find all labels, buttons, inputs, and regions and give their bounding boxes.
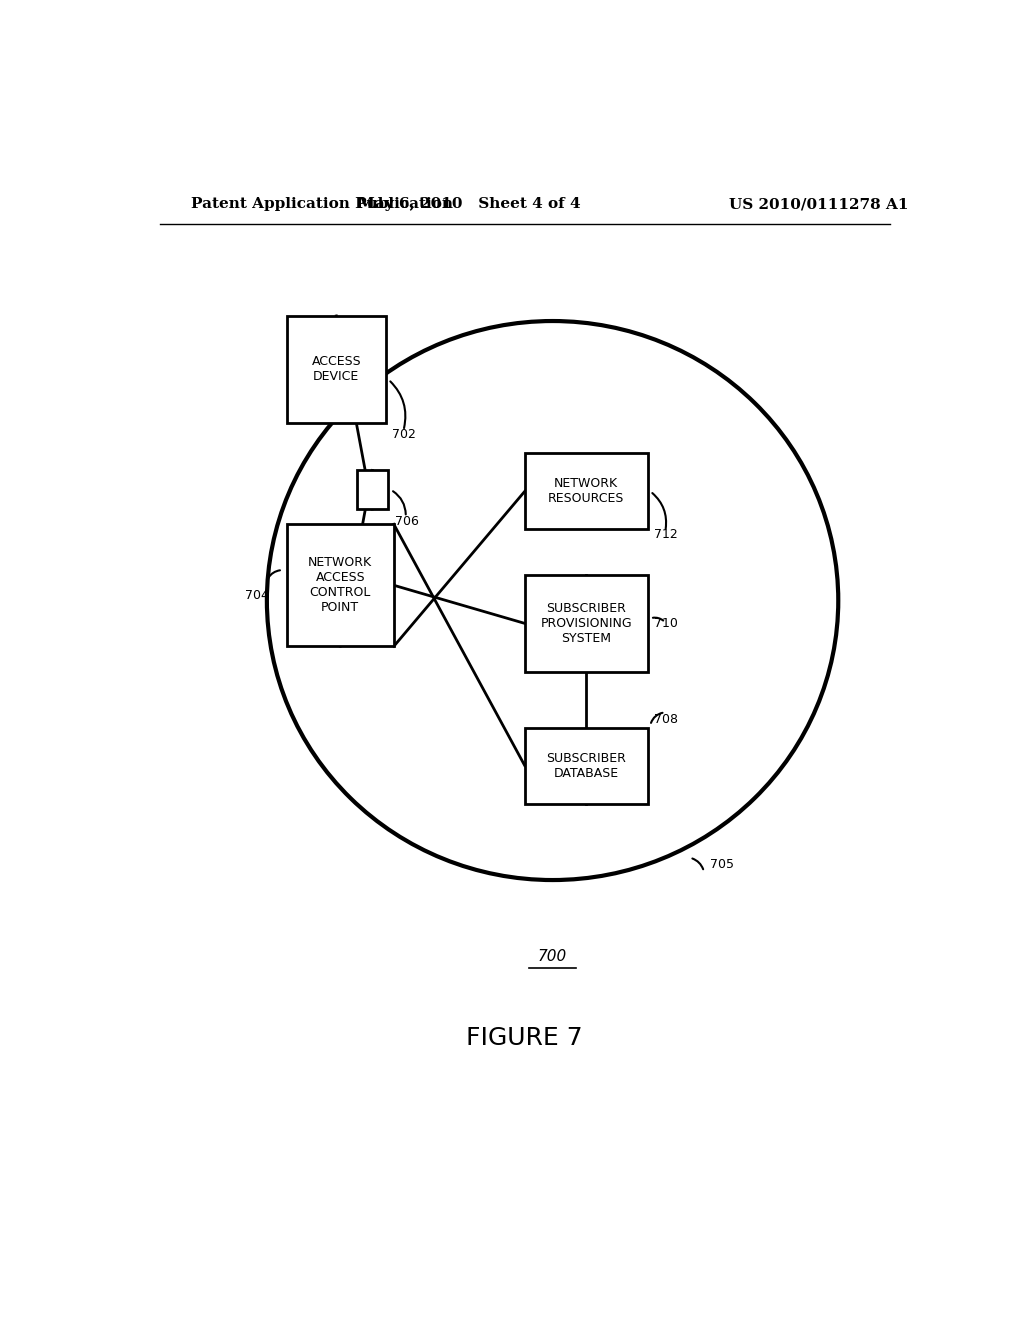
FancyBboxPatch shape [524, 727, 648, 804]
FancyBboxPatch shape [287, 315, 386, 422]
Text: US 2010/0111278 A1: US 2010/0111278 A1 [729, 197, 908, 211]
Text: 708: 708 [654, 713, 678, 726]
FancyBboxPatch shape [524, 576, 648, 672]
Text: 702: 702 [392, 429, 416, 441]
Text: SUBSCRIBER
DATABASE: SUBSCRIBER DATABASE [547, 751, 627, 780]
Text: 706: 706 [394, 515, 419, 528]
Text: 700: 700 [538, 949, 567, 964]
Text: May 6, 2010   Sheet 4 of 4: May 6, 2010 Sheet 4 of 4 [358, 197, 581, 211]
Text: 705: 705 [710, 858, 734, 871]
Text: Patent Application Publication: Patent Application Publication [191, 197, 454, 211]
Text: 712: 712 [654, 528, 678, 541]
Text: FIGURE 7: FIGURE 7 [467, 1026, 583, 1049]
FancyBboxPatch shape [524, 453, 648, 529]
Text: NETWORK
RESOURCES: NETWORK RESOURCES [548, 478, 625, 506]
Text: NETWORK
ACCESS
CONTROL
POINT: NETWORK ACCESS CONTROL POINT [308, 556, 373, 614]
FancyBboxPatch shape [287, 524, 394, 647]
Text: 710: 710 [654, 616, 678, 630]
Text: ACCESS
DEVICE: ACCESS DEVICE [311, 355, 361, 383]
Text: 704: 704 [246, 589, 269, 602]
Text: SUBSCRIBER
PROVISIONING
SYSTEM: SUBSCRIBER PROVISIONING SYSTEM [541, 602, 632, 645]
FancyBboxPatch shape [356, 470, 388, 510]
